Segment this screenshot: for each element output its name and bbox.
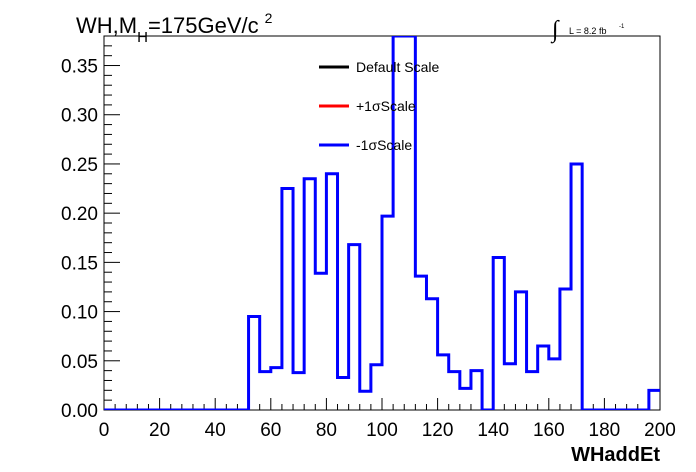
x-axis-title: WHaddEt xyxy=(571,444,660,466)
title-rest: =175GeV/c xyxy=(148,13,259,38)
x-tick-label: 0 xyxy=(99,420,110,441)
y-tick-label: 0.30 xyxy=(61,106,98,127)
svg-text:WH,MH=175GeV/c2: WH,MH=175GeV/c 2 xyxy=(76,10,273,46)
y-tick-label: 0.25 xyxy=(61,155,98,176)
series-line-0 xyxy=(104,36,660,410)
x-tick-label: 180 xyxy=(589,420,621,441)
x-tick-label: 20 xyxy=(149,420,170,441)
y-tick-label: 0.05 xyxy=(61,352,98,373)
x-tick-label: 40 xyxy=(205,420,226,441)
x-tick-label: 200 xyxy=(644,420,676,441)
legend: Default Scale +1σScale -1σScale xyxy=(319,59,439,153)
title-subscript: H xyxy=(137,29,148,46)
y-tick-label: 0.20 xyxy=(61,204,98,225)
x-tick-label: 60 xyxy=(260,420,281,441)
luminosity-superscript: -1 xyxy=(619,24,625,30)
y-tick-label: 0.15 xyxy=(61,253,98,274)
luminosity-label: ∫ L = 8.2 fb -1 xyxy=(550,17,625,44)
legend-label-plus1sigma: +1σScale xyxy=(356,98,416,114)
series-lines xyxy=(104,36,660,410)
axis-ticks: 0 20 40 60 80 100 120 140 160 180 200 0.00 0.05 0.10 0… xyxy=(61,35,676,441)
title-superscript: 2 xyxy=(265,10,273,26)
x-tick-label: 140 xyxy=(477,420,509,441)
x-tick-label: 160 xyxy=(533,420,565,441)
legend-label-default: Default Scale xyxy=(356,59,439,75)
legend-label-minus1sigma: -1σScale xyxy=(356,137,412,153)
x-tick-label: 80 xyxy=(316,420,337,441)
luminosity-text: L = 8.2 fb xyxy=(569,26,606,36)
y-tick-label: 0.10 xyxy=(61,303,98,324)
y-tick-label: 0.00 xyxy=(61,401,98,422)
chart-title: WH,MH=175GeV/c 2 xyxy=(76,10,273,46)
y-tick-label: 0.35 xyxy=(61,57,98,78)
x-tick-label: 120 xyxy=(422,420,454,441)
x-tick-label: 100 xyxy=(366,420,398,441)
title-main: WH,M xyxy=(76,13,137,38)
integral-symbol: ∫ xyxy=(550,17,560,44)
